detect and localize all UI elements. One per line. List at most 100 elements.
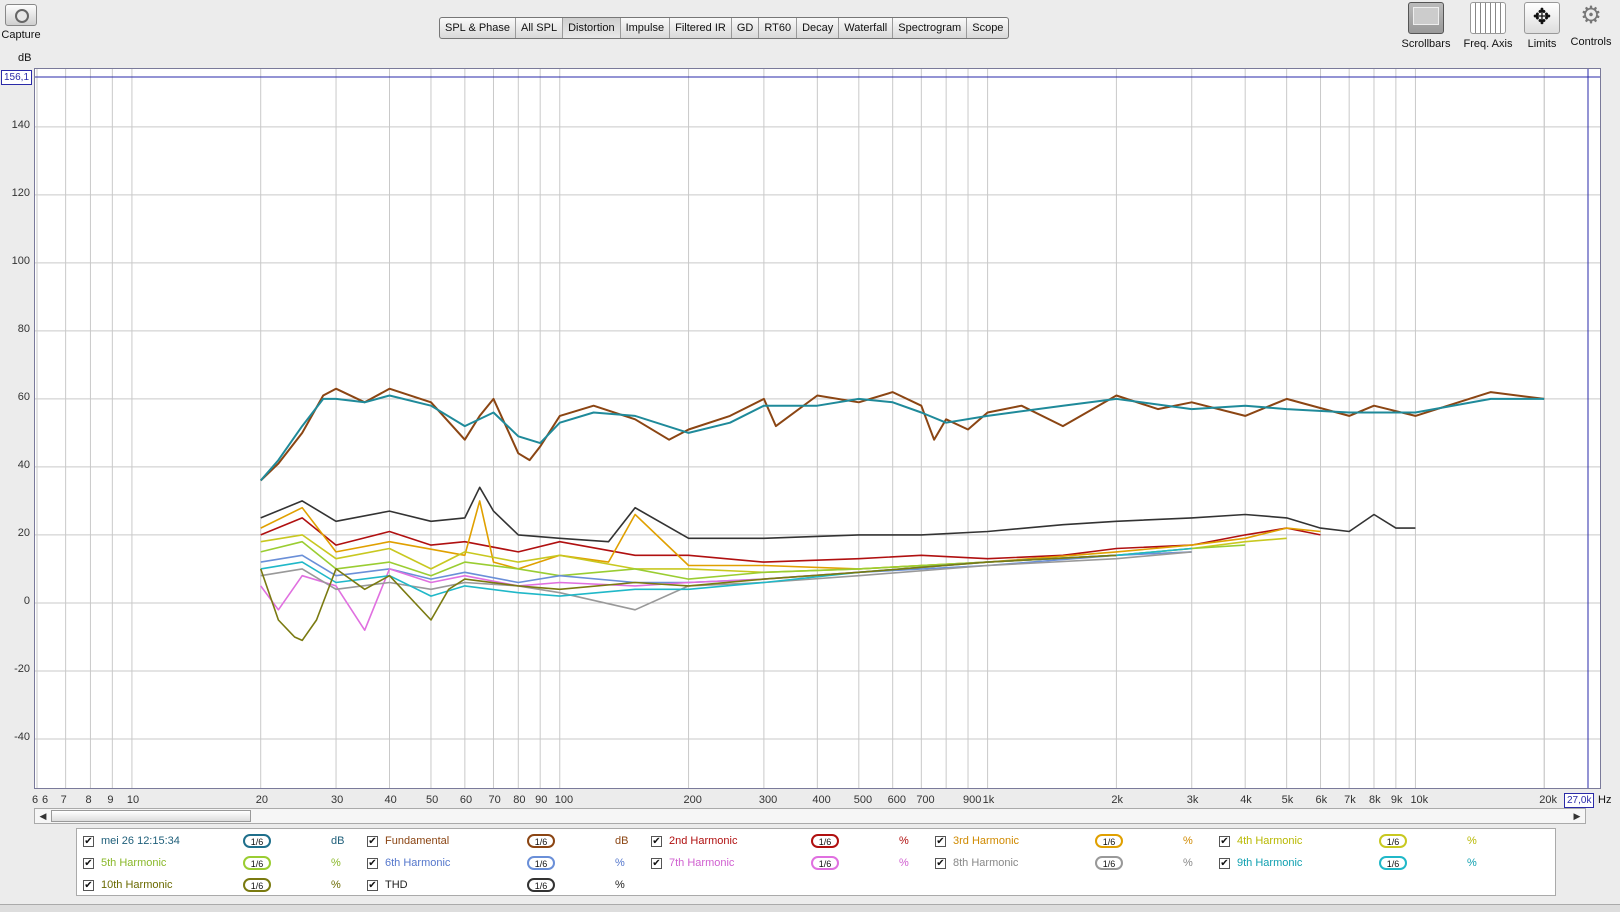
- x-tick-label: 10: [126, 794, 140, 806]
- y-tick-label: 60: [17, 390, 30, 403]
- capture-label: Capture: [1, 29, 41, 41]
- smoothing-button[interactable]: 1/6: [243, 878, 271, 892]
- tab-scope[interactable]: Scope: [972, 22, 1004, 34]
- horizontal-scrollbar[interactable]: ◀ ▶: [34, 808, 1586, 824]
- x-tick-label: 600: [887, 794, 907, 806]
- x-tick-label: 6k: [1315, 794, 1328, 806]
- x-tick-label: 30: [331, 794, 344, 806]
- status-bar: [0, 904, 1620, 912]
- legend-unit: %: [899, 835, 909, 847]
- tab-all-spl[interactable]: All SPL: [516, 18, 564, 38]
- x-tick-label: 7: [60, 794, 67, 806]
- x-tick-label: 6: [42, 794, 49, 806]
- scrollbar-thumb[interactable]: [51, 810, 251, 822]
- legend-checkbox[interactable]: ✔: [83, 880, 94, 891]
- legend-unit: %: [331, 879, 341, 891]
- scrollbars-icon: [1408, 2, 1444, 34]
- x-tick-label: 7k: [1344, 794, 1356, 806]
- x-tick-label: 700: [916, 794, 935, 806]
- tab-spl-phase[interactable]: SPL & Phase: [440, 18, 517, 38]
- smoothing-button[interactable]: 1/6: [527, 834, 555, 848]
- x-tick-label: 20: [255, 794, 268, 806]
- limits-button[interactable]: ✥ Limits: [1514, 2, 1570, 50]
- capture-button[interactable]: Capture: [0, 4, 42, 41]
- scrollbars-label: Scrollbars: [1401, 38, 1451, 50]
- legend-checkbox[interactable]: ✔: [367, 858, 378, 869]
- smoothing-button[interactable]: 1/6: [1095, 834, 1123, 848]
- controls-button[interactable]: ⚙ Controls: [1565, 2, 1617, 48]
- legend-name: 8th Harmonic: [953, 857, 1019, 869]
- x-tick-label: 90: [535, 794, 548, 806]
- legend-panel: ✔ mei 26 12:15:34 1/6 dB ✔ Fundamental 1/6 dB ✔ 2…: [76, 828, 1556, 896]
- smoothing-button[interactable]: 1/6: [1379, 834, 1407, 848]
- x-tick-label: 2k: [1111, 794, 1124, 806]
- legend-unit: %: [1183, 857, 1193, 869]
- smoothing-button[interactable]: 1/6: [1095, 856, 1123, 870]
- legend-unit: %: [1183, 835, 1193, 847]
- x-tick-label: 100: [554, 794, 574, 806]
- smoothing-button[interactable]: 1/6: [811, 834, 839, 848]
- smoothing-button[interactable]: 1/6: [811, 856, 839, 870]
- tab-filtered-ir[interactable]: Filtered IR: [670, 18, 732, 38]
- tab-decay[interactable]: Decay: [797, 18, 840, 38]
- y-tick-label: 0: [23, 594, 30, 607]
- legend-checkbox[interactable]: ✔: [1219, 858, 1230, 869]
- legend-checkbox[interactable]: ✔: [367, 836, 378, 847]
- legend-checkbox[interactable]: ✔: [83, 858, 94, 869]
- legend-unit: %: [615, 879, 625, 891]
- tab-spectrogram[interactable]: Spectrogram: [893, 18, 968, 38]
- tab-rt60[interactable]: RT60: [759, 18, 798, 38]
- series-line-10th-harmonic: [259, 554, 1117, 642]
- tab-impulse[interactable]: Impulse: [621, 18, 671, 38]
- tab-waterfall[interactable]: Waterfall: [839, 18, 894, 38]
- y-tick-label: 40: [17, 458, 30, 471]
- x-tick-label: 300: [758, 794, 778, 806]
- scroll-right-icon[interactable]: ▶: [1573, 811, 1581, 821]
- legend-checkbox[interactable]: ✔: [367, 880, 378, 891]
- y-cursor-value[interactable]: 156,1: [1, 70, 33, 85]
- x-tick-label: 8: [85, 794, 92, 806]
- tab-distortion[interactable]: Distortion: [563, 18, 621, 38]
- graph-plot-area[interactable]: [34, 68, 1601, 789]
- smoothing-button[interactable]: 1/6: [243, 834, 271, 848]
- legend-item: ✔ 6th Harmonic 1/6%: [367, 854, 647, 874]
- y-unit-label: dB: [18, 52, 32, 64]
- freq-axis-button[interactable]: Freq. Axis: [1456, 2, 1520, 50]
- x-tick-label: 20k: [1539, 794, 1557, 806]
- x-tick-label: 70: [488, 794, 501, 806]
- x-tick-label: 900: [963, 794, 982, 806]
- scrollbars-button[interactable]: Scrollbars: [1394, 2, 1458, 50]
- x-tick-label: 10k: [1410, 794, 1429, 806]
- smoothing-button[interactable]: 1/6: [1379, 856, 1407, 870]
- tab-gd[interactable]: GD: [732, 18, 760, 38]
- x-unit-label: Hz: [1598, 794, 1612, 806]
- legend-checkbox[interactable]: ✔: [651, 858, 662, 869]
- x-tick-label: 9k: [1390, 794, 1403, 806]
- legend-checkbox[interactable]: ✔: [83, 836, 94, 847]
- smoothing-button[interactable]: 1/6: [527, 856, 555, 870]
- legend-checkbox[interactable]: ✔: [651, 836, 662, 847]
- y-tick-label: 20: [17, 526, 30, 539]
- legend-unit: dB: [615, 835, 629, 847]
- legend-name: 10th Harmonic: [101, 879, 173, 891]
- x-tick-label: 5k: [1281, 794, 1294, 806]
- legend-item: ✔ 9th Harmonic 1/6%: [1219, 854, 1499, 874]
- legend-item: ✔ 8th Harmonic 1/6%: [935, 854, 1215, 874]
- legend-unit: dB: [331, 835, 345, 847]
- x-tick-label: 500: [853, 794, 873, 806]
- freq-axis-label: Freq. Axis: [1463, 38, 1513, 50]
- y-tick-label: 80: [17, 322, 30, 335]
- legend-unit: %: [331, 857, 341, 869]
- y-tick-label: 140: [11, 118, 30, 131]
- smoothing-button[interactable]: 1/6: [243, 856, 271, 870]
- scroll-left-icon[interactable]: ◀: [39, 811, 47, 821]
- legend-checkbox[interactable]: ✔: [935, 858, 946, 869]
- legend-checkbox[interactable]: ✔: [935, 836, 946, 847]
- x-cursor-value[interactable]: 27,0k: [1564, 793, 1595, 808]
- series-line-6th-harmonic: [260, 551, 1192, 584]
- smoothing-button[interactable]: 1/6: [527, 878, 555, 892]
- legend-checkbox[interactable]: ✔: [1219, 836, 1230, 847]
- limits-label: Limits: [1527, 38, 1557, 50]
- x-tick-label: 3k: [1186, 794, 1199, 806]
- legend-item: ✔ mei 26 12:15:34 1/6 dB: [83, 832, 363, 852]
